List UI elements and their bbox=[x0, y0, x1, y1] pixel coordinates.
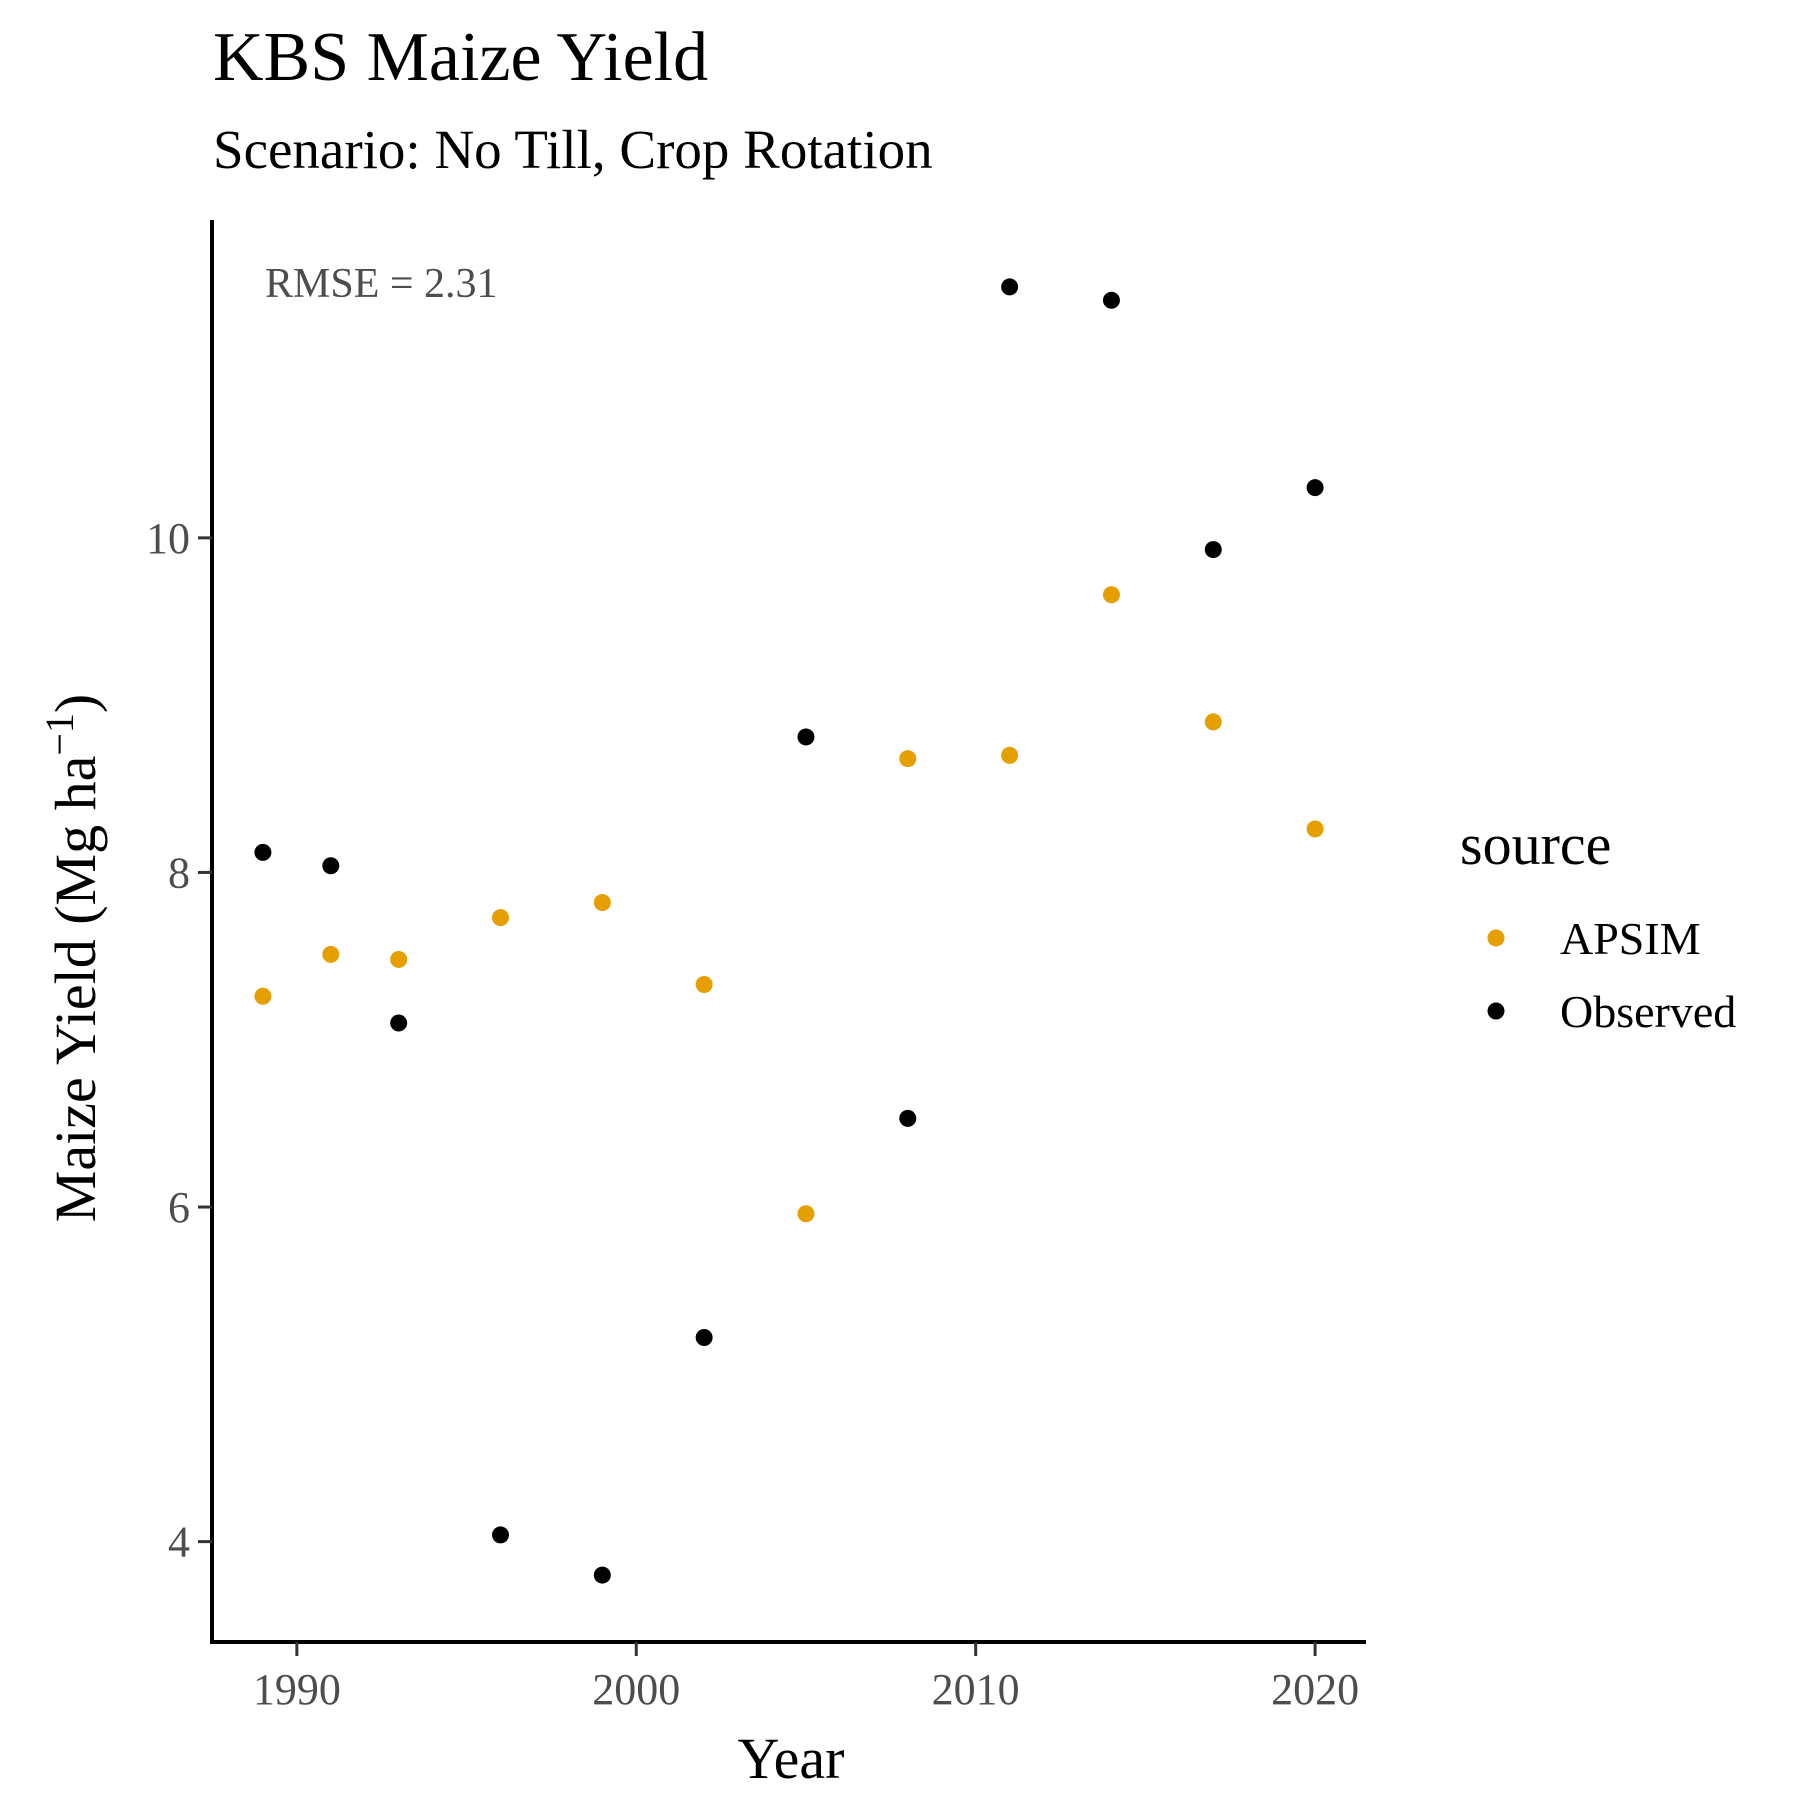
apsim-point bbox=[695, 976, 713, 994]
y-axis-label-superscript: −1 bbox=[37, 713, 82, 756]
observed-point bbox=[390, 1014, 408, 1032]
legend-label-observed: Observed bbox=[1560, 986, 1736, 1037]
observed-point bbox=[1001, 278, 1019, 296]
observed-point bbox=[593, 1566, 611, 1584]
chart-title: KBS Maize Yield bbox=[213, 19, 709, 96]
observed-point bbox=[492, 1526, 509, 1544]
y-tick-label: 4 bbox=[168, 1518, 190, 1567]
observed-point bbox=[322, 857, 340, 875]
apsim-point bbox=[1204, 713, 1222, 731]
apsim-point bbox=[797, 1205, 815, 1223]
apsim-point bbox=[322, 945, 340, 963]
rmse-annotation: RMSE = 2.31 bbox=[265, 261, 498, 307]
y-axis-label-close: ) bbox=[43, 694, 108, 713]
y-tick-label: 6 bbox=[168, 1183, 190, 1232]
x-tick-label: 2010 bbox=[932, 1665, 1020, 1714]
x-tick-label: 2020 bbox=[1271, 1665, 1359, 1714]
apsim-point bbox=[254, 987, 272, 1005]
observed-point bbox=[1102, 291, 1120, 309]
legend-title: source bbox=[1460, 812, 1611, 877]
legend-key-apsim bbox=[1487, 929, 1505, 947]
x-tick-label: 2000 bbox=[592, 1665, 680, 1714]
y-tick-label: 10 bbox=[146, 514, 190, 563]
x-axis-label: Year bbox=[738, 1726, 845, 1791]
y-tick-label: 8 bbox=[168, 848, 190, 897]
observed-point bbox=[695, 1329, 713, 1347]
observed-point bbox=[254, 843, 272, 861]
data-points bbox=[254, 278, 1324, 1584]
y-axis-label-main: Maize Yield (Mg ha bbox=[43, 756, 108, 1223]
x-tick-label: 1990 bbox=[253, 1665, 341, 1714]
axes: 1990 2000 2010 2020 4 6 8 10 bbox=[146, 220, 1366, 1714]
apsim-point bbox=[1306, 820, 1324, 838]
apsim-point bbox=[593, 894, 611, 912]
legend: source APSIM Observed bbox=[1460, 812, 1736, 1037]
legend-label-apsim: APSIM bbox=[1560, 913, 1701, 964]
legend-key-observed bbox=[1487, 1002, 1505, 1020]
y-axis-label: Maize Yield (Mg ha−1) bbox=[37, 694, 108, 1222]
chart-subtitle: Scenario: No Till, Crop Rotation bbox=[213, 119, 933, 180]
apsim-point bbox=[492, 909, 509, 927]
observed-point bbox=[1306, 479, 1324, 497]
apsim-point bbox=[1001, 746, 1019, 764]
observed-point bbox=[797, 728, 815, 746]
apsim-point bbox=[390, 950, 408, 968]
apsim-point bbox=[1102, 586, 1120, 604]
observed-point bbox=[899, 1109, 917, 1127]
apsim-point bbox=[899, 750, 917, 768]
observed-point bbox=[1204, 541, 1222, 559]
